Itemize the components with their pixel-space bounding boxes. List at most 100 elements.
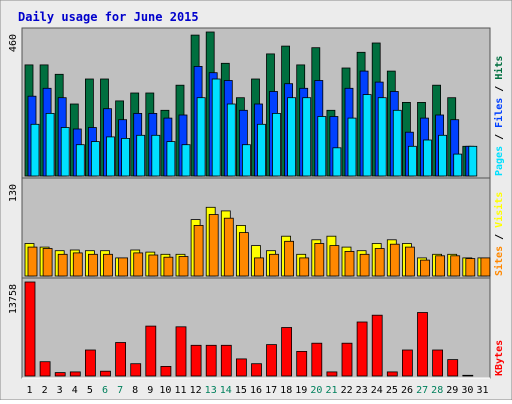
bar-sites-day-7 — [118, 257, 128, 277]
day-label-19: 19 — [295, 385, 307, 396]
day-label-21: 21 — [325, 385, 337, 396]
bar-sites-day-6 — [103, 253, 113, 277]
bar-pages-day-9 — [151, 134, 161, 177]
bar-kbytes-day-29 — [447, 359, 459, 377]
day-label-11: 11 — [174, 385, 186, 396]
bar-sites-day-22 — [344, 250, 355, 277]
day-label-28: 28 — [431, 385, 443, 396]
day-label-10: 10 — [159, 385, 171, 396]
bar-pages-day-23 — [362, 94, 372, 177]
bar-sites-day-23 — [359, 253, 370, 277]
panel-top-legend: Pages / Files / Hits — [493, 56, 505, 176]
day-label-25: 25 — [386, 385, 398, 396]
bar-kbytes-day-17 — [266, 344, 277, 377]
bar-pages-day-7 — [121, 137, 130, 177]
panel-middle: 130 Sites / Visits — [8, 177, 505, 279]
day-label-18: 18 — [280, 385, 292, 396]
legend-separator: / — [494, 80, 505, 98]
bar-kbytes-day-19 — [296, 350, 308, 377]
day-label-26: 26 — [401, 385, 413, 396]
bar-kbytes-day-5 — [85, 349, 96, 377]
bar-pages-day-15 — [241, 144, 251, 177]
bar-kbytes-day-28 — [432, 349, 444, 377]
bar-kbytes-day-8 — [130, 363, 142, 377]
day-label-22: 22 — [341, 385, 353, 396]
legend-sites: Sites — [493, 246, 505, 276]
bar-kbytes-day-25 — [386, 371, 398, 377]
legend-separator: / — [494, 128, 505, 146]
bar-sites-day-15 — [238, 232, 249, 277]
day-label-4: 4 — [72, 385, 78, 396]
day-label-15: 15 — [235, 385, 247, 396]
day-label-3: 3 — [57, 385, 63, 396]
panel-top-max-label: 460 — [8, 34, 19, 52]
bar-sites-day-31 — [480, 257, 491, 277]
bar-kbytes-day-7 — [115, 342, 126, 377]
bar-sites-day-29 — [450, 255, 461, 277]
bar-sites-day-9 — [148, 254, 159, 277]
bar-pages-day-28 — [438, 134, 448, 177]
bar-sites-day-21 — [329, 245, 340, 277]
bar-sites-day-14 — [223, 217, 234, 277]
panel-bottom: 13758 KBytes — [8, 277, 505, 379]
bar-kbytes-day-24 — [371, 314, 383, 377]
bar-kbytes-day-15 — [235, 358, 247, 377]
bar-pages-day-25 — [392, 109, 402, 177]
bar-pages-day-11 — [181, 144, 191, 177]
legend-hits: Hits — [493, 56, 505, 80]
bar-sites-day-18 — [284, 240, 295, 277]
bar-pages-day-19 — [302, 97, 312, 177]
panel-bottom-legend: KBytes — [494, 340, 505, 376]
panel-middle-max-label: 130 — [8, 184, 19, 202]
bar-kbytes-day-2 — [39, 361, 51, 377]
bar-sites-day-28 — [435, 255, 446, 277]
bar-kbytes-day-14 — [220, 344, 232, 377]
day-label-6: 6 — [102, 385, 108, 396]
bar-pages-day-8 — [136, 134, 146, 177]
bar-sites-day-11 — [178, 256, 189, 277]
bar-sites-day-3 — [57, 253, 68, 277]
bar-pages-day-6 — [106, 136, 115, 177]
bar-pages-day-12 — [196, 97, 206, 177]
bar-sites-day-24 — [374, 248, 385, 277]
bar-kbytes-day-27 — [417, 312, 428, 377]
bar-pages-day-30 — [468, 145, 478, 177]
bar-pages-day-5 — [91, 141, 100, 177]
bar-pages-day-14 — [226, 103, 236, 177]
bar-kbytes-day-18 — [281, 327, 293, 377]
day-label-23: 23 — [356, 385, 368, 396]
chart-title: Daily usage for June 2015 — [18, 10, 199, 24]
bar-pages-day-13 — [211, 78, 221, 177]
day-label-1: 1 — [26, 385, 32, 396]
day-label-31: 31 — [476, 385, 488, 396]
panels-group: 460 Pages / Files / Hits 130 Sites / Visits… — [8, 27, 505, 379]
bar-pages-day-20 — [317, 116, 327, 177]
day-label-29: 29 — [446, 385, 458, 396]
bar-sites-day-19 — [299, 257, 310, 277]
bar-kbytes-day-21 — [326, 371, 338, 377]
panel-top: 460 Pages / Files / Hits — [8, 27, 505, 179]
legend-kbytes: KBytes — [494, 340, 505, 376]
legend-files: Files — [493, 98, 505, 128]
bar-sites-day-13 — [208, 214, 219, 277]
day-label-9: 9 — [147, 385, 153, 396]
bar-pages-day-2 — [45, 113, 55, 177]
bar-sites-day-27 — [420, 259, 430, 277]
day-label-27: 27 — [416, 385, 428, 396]
day-labels-group: 1 2 3 4 5 6 7 8 9 10 11 12 13 14 15 16 17 18 19 20 21 22 23 24 2… — [26, 385, 488, 396]
legend-pages: Pages — [494, 146, 505, 176]
bar-pages-day-3 — [60, 127, 70, 177]
bar-pages-day-18 — [287, 97, 297, 177]
bar-sites-day-30 — [465, 258, 476, 277]
day-label-2: 2 — [42, 385, 48, 396]
bar-pages-day-26 — [407, 145, 417, 177]
bar-sites-day-20 — [314, 243, 325, 277]
panel-middle-legend: Sites / Visits — [493, 192, 505, 276]
panel-bottom-max-label: 13758 — [8, 284, 19, 314]
bar-sites-day-12 — [193, 224, 204, 277]
bar-kbytes-day-22 — [341, 342, 353, 377]
day-label-20: 20 — [310, 385, 322, 396]
legend-separator: / — [494, 228, 505, 246]
bar-kbytes-day-23 — [356, 321, 368, 377]
bar-kbytes-day-1 — [24, 281, 36, 377]
